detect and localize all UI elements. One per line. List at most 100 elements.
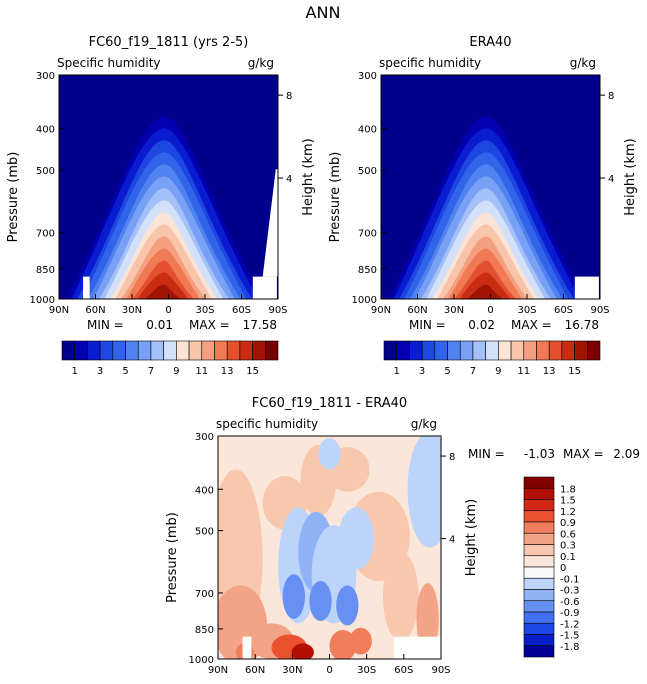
colorbar-segment bbox=[510, 340, 525, 361]
contour-field bbox=[59, 75, 278, 299]
x-tick-label: 60S bbox=[394, 665, 413, 676]
colorbar-segment bbox=[523, 589, 555, 602]
colorbar-label: 11 bbox=[195, 366, 208, 377]
y-tick-label: 400 bbox=[36, 125, 55, 136]
colorbar-segment bbox=[150, 340, 164, 361]
x-tick-label: 90N bbox=[371, 305, 391, 316]
y-tick-label: 700 bbox=[36, 229, 55, 240]
colorbar-segment bbox=[226, 340, 241, 361]
max-value: 16.78 bbox=[565, 318, 599, 332]
min-value: -1.03 bbox=[524, 447, 555, 461]
colorbar-segment bbox=[163, 340, 177, 361]
colorbar-segment bbox=[421, 340, 436, 361]
colorbar-segment bbox=[99, 340, 114, 361]
missing-data-region bbox=[252, 276, 277, 299]
contour-level bbox=[338, 507, 375, 570]
x-tick-label: 60N bbox=[407, 305, 427, 316]
colorbar-segment bbox=[523, 622, 555, 635]
y2-tick-label: 4 bbox=[449, 535, 455, 546]
contour-level bbox=[329, 630, 357, 659]
colorbar-label: 7 bbox=[470, 366, 476, 377]
panel-title: ERA40 bbox=[469, 35, 511, 50]
colorbar-segment bbox=[112, 340, 126, 361]
y-tick-label: 500 bbox=[358, 166, 377, 177]
colorbar-label: 0 bbox=[560, 563, 566, 574]
colorbar-label: -1.5 bbox=[560, 631, 580, 642]
units-label: g/kg bbox=[570, 56, 596, 70]
colorbar-label: 1.5 bbox=[560, 496, 576, 507]
contour-level bbox=[291, 643, 314, 659]
y-tick-label: 1000 bbox=[30, 295, 55, 306]
missing-data-region bbox=[83, 276, 90, 299]
contour-level bbox=[282, 574, 305, 619]
colorbar-segment bbox=[574, 340, 588, 361]
y2-tick-label: 8 bbox=[286, 91, 292, 102]
y-tick-label: 850 bbox=[36, 265, 55, 276]
contour-level bbox=[407, 436, 441, 548]
y-tick-label: 500 bbox=[195, 527, 214, 538]
colorbar-segment bbox=[264, 340, 279, 361]
colorbar-label: 11 bbox=[517, 366, 530, 377]
colorbar-segment bbox=[472, 340, 486, 361]
x-tick-label: 90S bbox=[590, 305, 609, 316]
colorbar-segment bbox=[176, 340, 190, 361]
contour-level bbox=[383, 551, 419, 642]
colorbar-segment bbox=[523, 544, 555, 557]
colorbar-label: -1.8 bbox=[560, 642, 580, 653]
y-tick-label: 850 bbox=[195, 625, 214, 636]
panel-title: FC60_f19_1811 (yrs 2-5) bbox=[89, 35, 249, 50]
contour-level bbox=[466, 284, 504, 299]
colorbar-segment bbox=[125, 340, 139, 361]
y-axis-title: Pressure (mb) bbox=[6, 152, 21, 243]
y-tick-label: 700 bbox=[195, 589, 214, 600]
missing-data-region bbox=[242, 636, 252, 659]
x-tick-label: 0 bbox=[487, 305, 493, 316]
max-label: MAX = bbox=[511, 318, 552, 332]
colorbar-segment bbox=[201, 340, 215, 361]
x-tick-label: 60N bbox=[245, 665, 265, 676]
y-tick-label: 1000 bbox=[189, 655, 214, 666]
colorbar-label: -0.9 bbox=[560, 608, 580, 619]
colorbar-label: 0.1 bbox=[560, 552, 576, 563]
max-value: 17.58 bbox=[243, 318, 277, 332]
missing-data-region bbox=[262, 169, 278, 277]
x-tick-label: 90S bbox=[431, 665, 450, 676]
y-axis-title: Pressure (mb) bbox=[328, 152, 343, 243]
contour-field bbox=[218, 436, 441, 659]
colorbar-segment bbox=[586, 340, 601, 361]
variable-label: specific humidity bbox=[379, 56, 481, 70]
colorbar-label: 5 bbox=[122, 366, 128, 377]
colorbar-segment bbox=[434, 340, 448, 361]
y2-tick-label: 8 bbox=[449, 452, 455, 463]
colorbar-label: 9 bbox=[495, 366, 501, 377]
colorbar-segment bbox=[74, 340, 88, 361]
colorbar: 1 3 5 7 9 11 13 15 bbox=[61, 340, 279, 377]
colorbar-segment bbox=[536, 340, 550, 361]
contour-level bbox=[318, 438, 341, 470]
x-tick-label: 30S bbox=[195, 305, 214, 316]
x-tick-label: 30S bbox=[517, 305, 536, 316]
colorbar-segment bbox=[383, 340, 398, 361]
page-title: ANN bbox=[306, 3, 341, 22]
colorbar-segment bbox=[523, 600, 555, 613]
colorbar-label: -0.1 bbox=[560, 574, 580, 585]
y-tick-label: 300 bbox=[358, 71, 377, 82]
y2-tick-label: 8 bbox=[608, 91, 614, 102]
colorbar-label: 1.8 bbox=[560, 484, 576, 495]
y2-axis-title: Height (km) bbox=[623, 138, 638, 215]
y-tick-label: 400 bbox=[195, 485, 214, 496]
colorbar-segment bbox=[523, 340, 537, 361]
colorbar-segment bbox=[523, 510, 555, 523]
x-tick-label: 60S bbox=[232, 305, 251, 316]
units-label: g/kg bbox=[411, 417, 437, 431]
colorbar-label: 7 bbox=[148, 366, 154, 377]
colorbar-segment bbox=[523, 645, 555, 658]
colorbar-label: 5 bbox=[444, 366, 450, 377]
colorbar-label: 3 bbox=[419, 366, 425, 377]
colorbar: 1.81.51.20.90.60.30.10-0.1-0.3-0.6-0.9-1… bbox=[523, 476, 580, 658]
colorbar-label: 15 bbox=[246, 366, 259, 377]
min-value: 0.02 bbox=[468, 318, 495, 332]
max-label: MAX = bbox=[189, 318, 230, 332]
x-tick-label: 0 bbox=[326, 665, 332, 676]
